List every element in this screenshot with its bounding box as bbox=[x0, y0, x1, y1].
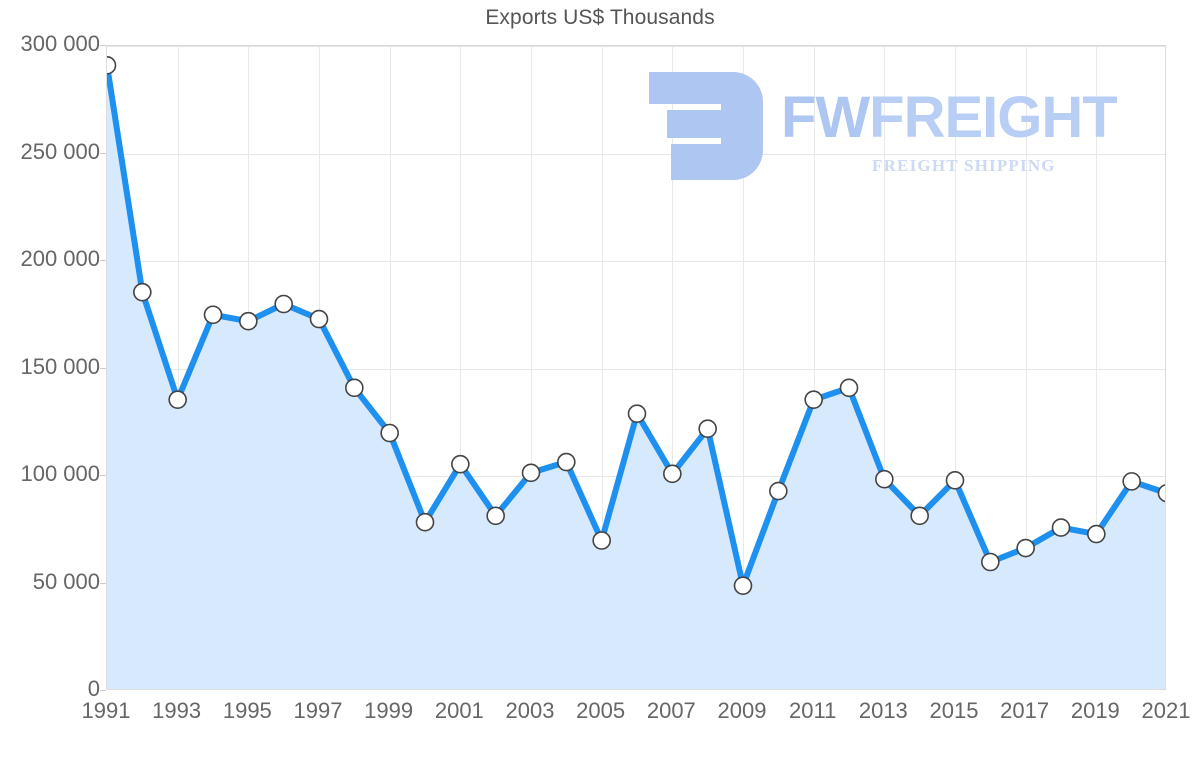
y-axis-tick-label: 100 000 bbox=[20, 461, 100, 486]
x-axis-tick-label: 2001 bbox=[434, 698, 484, 723]
gridline-vertical bbox=[177, 46, 179, 689]
data-point-marker bbox=[1087, 524, 1106, 544]
x-axis-tick-label: 2019 bbox=[1070, 698, 1120, 723]
x-axis-tick-label: 2015 bbox=[929, 698, 979, 723]
y-axis-tick-marks bbox=[0, 45, 106, 691]
gridline-vertical bbox=[813, 46, 815, 689]
data-point-marker bbox=[107, 56, 117, 75]
gridline-horizontal bbox=[107, 46, 1165, 47]
y-axis-tick-label: 0 bbox=[87, 676, 100, 701]
gridline-vertical bbox=[1025, 46, 1027, 689]
y-axis-labels: 0 50 000 100 000 150 000 200 000 250 000 300 0… bbox=[0, 31, 100, 701]
gridline-horizontal bbox=[107, 261, 1165, 262]
data-point-marker bbox=[133, 282, 152, 302]
gridline-vertical bbox=[955, 46, 956, 689]
y-axis-tick-label: 200 000 bbox=[20, 246, 100, 271]
y-axis-tick-mark bbox=[100, 260, 106, 261]
gridline-vertical bbox=[460, 46, 462, 689]
data-point-marker bbox=[239, 311, 258, 331]
data-point-marker bbox=[168, 390, 187, 409]
data-point-marker bbox=[1051, 518, 1071, 537]
plot-area: FWFREIGHT FREIGHT SHIPPING bbox=[106, 45, 1166, 690]
y-axis-tick-label: 150 000 bbox=[20, 353, 100, 379]
data-point-marker bbox=[733, 576, 753, 595]
series-plot bbox=[107, 56, 1165, 689]
x-axis-tick-label: 1999 bbox=[364, 698, 414, 723]
x-axis-labels: 1991 1993 1995 1997 1999 2001 2003 2005 2007 2009… bbox=[82, 698, 1191, 738]
x-axis-tick-label: 2007 bbox=[646, 698, 696, 723]
gridline-horizontal bbox=[107, 368, 1165, 370]
x-axis-tick-label: 2009 bbox=[717, 698, 767, 723]
data-point-marker bbox=[521, 463, 541, 483]
y-axis-tick-label: 50 000 bbox=[32, 568, 100, 594]
gridline-vertical bbox=[601, 46, 603, 689]
data-point-marker bbox=[380, 423, 399, 443]
data-point-marker bbox=[769, 481, 788, 501]
data-point-marker bbox=[698, 419, 717, 439]
data-point-marker bbox=[875, 469, 894, 489]
gridline-vertical bbox=[1096, 46, 1098, 689]
gridline-vertical bbox=[389, 46, 391, 689]
y-axis-tick-mark bbox=[100, 582, 106, 584]
data-point-marker bbox=[415, 512, 435, 532]
x-axis-tick-label: 2011 bbox=[789, 698, 837, 723]
data-point-marker bbox=[274, 294, 293, 314]
data-point-marker bbox=[663, 464, 682, 484]
x-axis-tick-label: 1993 bbox=[152, 698, 202, 723]
y-axis-tick-mark bbox=[100, 45, 106, 46]
data-point-marker bbox=[1016, 538, 1035, 558]
data-point-marker bbox=[945, 470, 965, 490]
y-axis-tick-label: 250 000 bbox=[20, 138, 100, 164]
gridline-vertical bbox=[672, 46, 674, 689]
y-axis-tick-label: 300 000 bbox=[20, 31, 100, 56]
x-axis-tick-label: 2021 bbox=[1141, 698, 1191, 723]
x-axis-tick-label: 1995 bbox=[222, 698, 272, 723]
data-point-marker bbox=[451, 454, 470, 474]
gridline-vertical bbox=[531, 46, 532, 689]
series-markers bbox=[107, 56, 1165, 595]
gridline-vertical bbox=[743, 46, 744, 689]
series-area-fill bbox=[107, 65, 1165, 689]
gridline-vertical bbox=[884, 46, 886, 689]
data-point-marker bbox=[309, 309, 329, 329]
data-point-marker bbox=[1122, 472, 1141, 491]
data-point-marker bbox=[981, 552, 1000, 572]
data-point-marker bbox=[627, 404, 647, 423]
x-axis-tick-label: 2005 bbox=[576, 698, 626, 723]
data-point-marker bbox=[804, 390, 823, 409]
y-axis-tick-mark bbox=[100, 475, 106, 476]
x-axis-tick-label: 2003 bbox=[505, 698, 555, 723]
x-axis-tick-label: 1997 bbox=[293, 698, 343, 723]
data-point-marker bbox=[203, 305, 223, 325]
x-axis-tick-label: 2017 bbox=[1000, 698, 1050, 723]
data-point-marker bbox=[910, 506, 929, 526]
x-axis-tick-label: 1991 bbox=[81, 698, 131, 723]
gridline-horizontal bbox=[107, 153, 1165, 155]
y-axis-tick-mark bbox=[100, 367, 106, 369]
data-point-marker bbox=[345, 378, 364, 398]
data-point-marker bbox=[1157, 484, 1165, 503]
data-point-marker bbox=[592, 531, 611, 550]
x-axis-tick-label: 2013 bbox=[858, 698, 908, 723]
data-point-marker bbox=[486, 506, 505, 526]
y-axis-tick-mark bbox=[100, 690, 106, 691]
y-axis-tick-mark bbox=[100, 152, 106, 154]
chart-title: Exports US$ Thousands bbox=[485, 6, 715, 29]
data-point-marker bbox=[557, 452, 576, 472]
data-point-marker bbox=[839, 378, 859, 398]
